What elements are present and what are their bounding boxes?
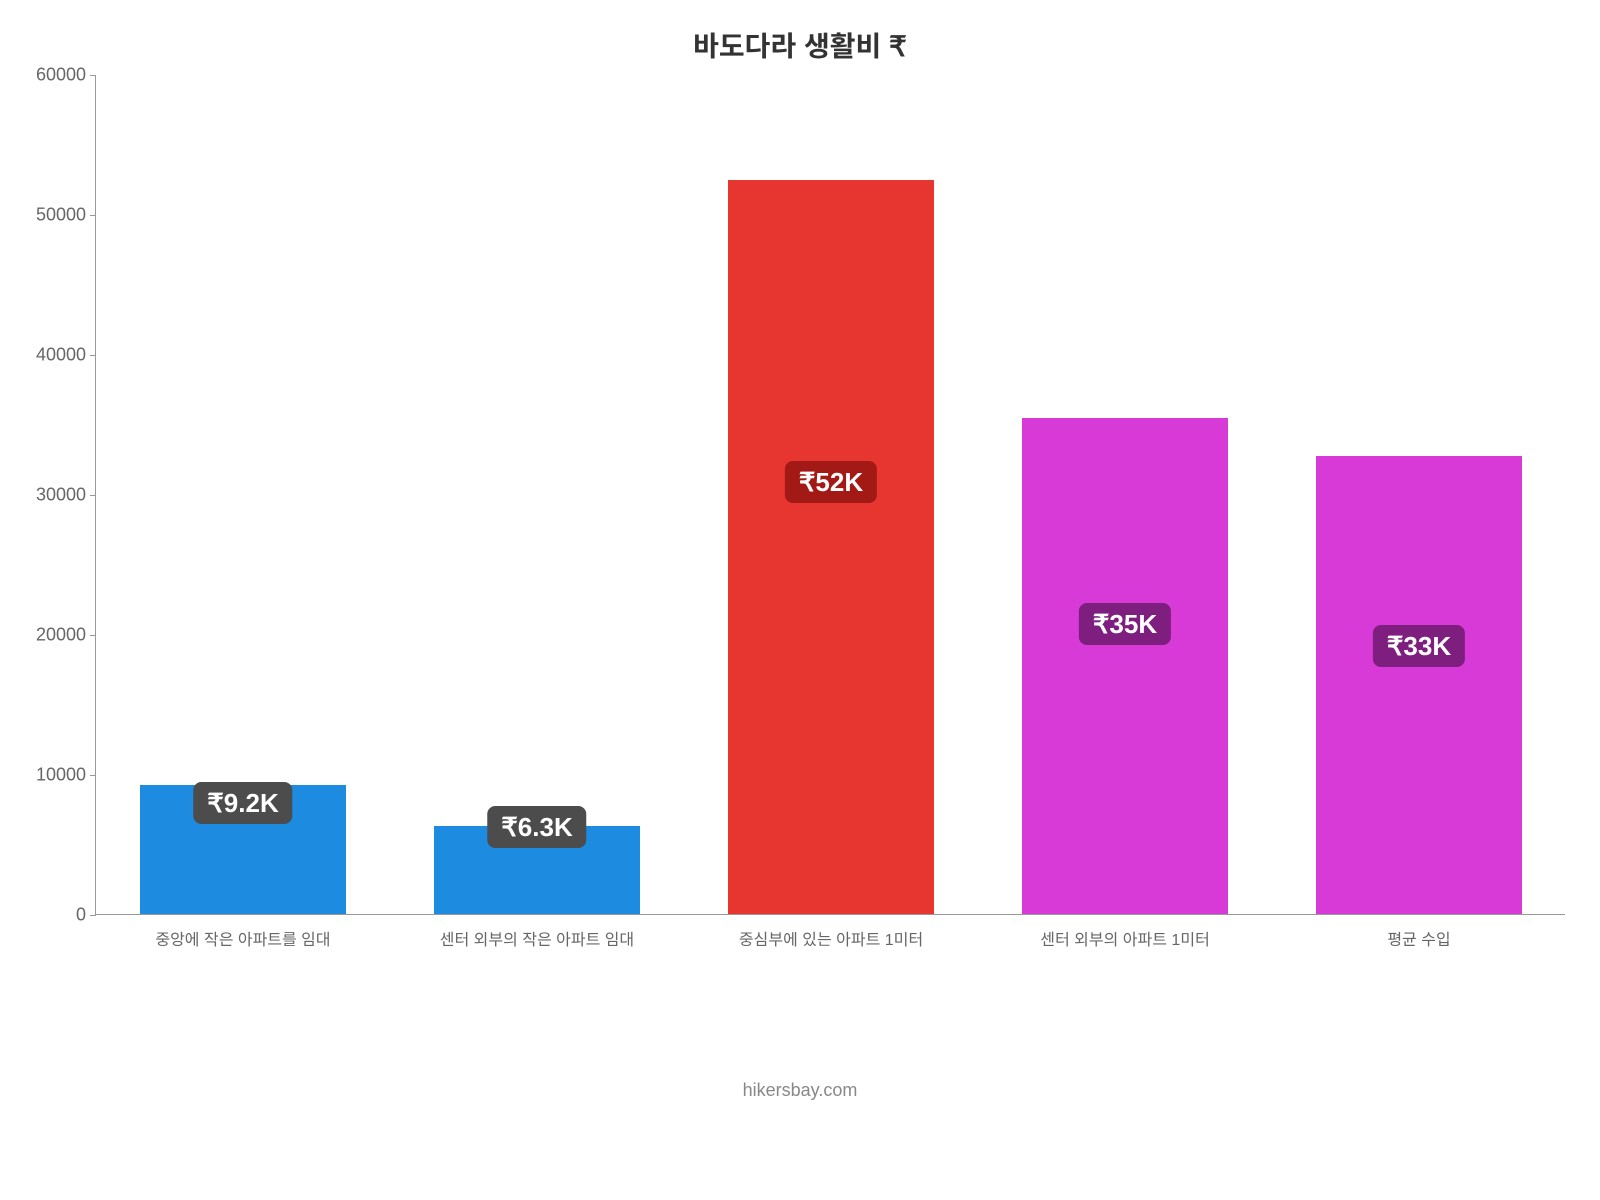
x-axis-tick-label: 센터 외부의 작은 아파트 임대 [440, 914, 634, 950]
chart-footer: hikersbay.com [0, 1080, 1600, 1101]
y-axis-tick-mark [90, 635, 96, 636]
y-axis-tick-mark [90, 215, 96, 216]
x-axis-tick-label: 중심부에 있는 아파트 1미터 [739, 914, 923, 950]
y-axis-tick-label: 20000 [36, 625, 96, 646]
y-axis-tick-label: 50000 [36, 205, 96, 226]
x-axis-tick-label: 센터 외부의 아파트 1미터 [1040, 914, 1209, 950]
x-axis-tick-label: 중앙에 작은 아파트를 임대 [155, 914, 330, 950]
bar [1022, 418, 1228, 914]
chart-container: 바도다라 생활비 ₹ 01000020000300004000050000600… [0, 0, 1600, 1200]
plot-area: 0100002000030000400005000060000중앙에 작은 아파… [95, 75, 1565, 915]
y-axis-tick-mark [90, 75, 96, 76]
bar-value-label: ₹52K [785, 461, 877, 503]
bar [728, 180, 934, 914]
bar-value-label: ₹6.3K [487, 806, 586, 848]
bar-value-label: ₹35K [1079, 603, 1171, 645]
y-axis-tick-label: 30000 [36, 485, 96, 506]
bar [1316, 456, 1522, 914]
y-axis-tick-label: 40000 [36, 345, 96, 366]
chart-title: 바도다라 생활비 ₹ [0, 25, 1600, 65]
y-axis-tick-mark [90, 915, 96, 916]
bar-value-label: ₹9.2K [193, 782, 292, 824]
y-axis-tick-label: 10000 [36, 765, 96, 786]
y-axis-tick-label: 60000 [36, 65, 96, 86]
x-axis-tick-label: 평균 수입 [1387, 914, 1450, 950]
y-axis-tick-mark [90, 775, 96, 776]
y-axis-tick-mark [90, 355, 96, 356]
bar-value-label: ₹33K [1373, 625, 1465, 667]
y-axis-tick-mark [90, 495, 96, 496]
